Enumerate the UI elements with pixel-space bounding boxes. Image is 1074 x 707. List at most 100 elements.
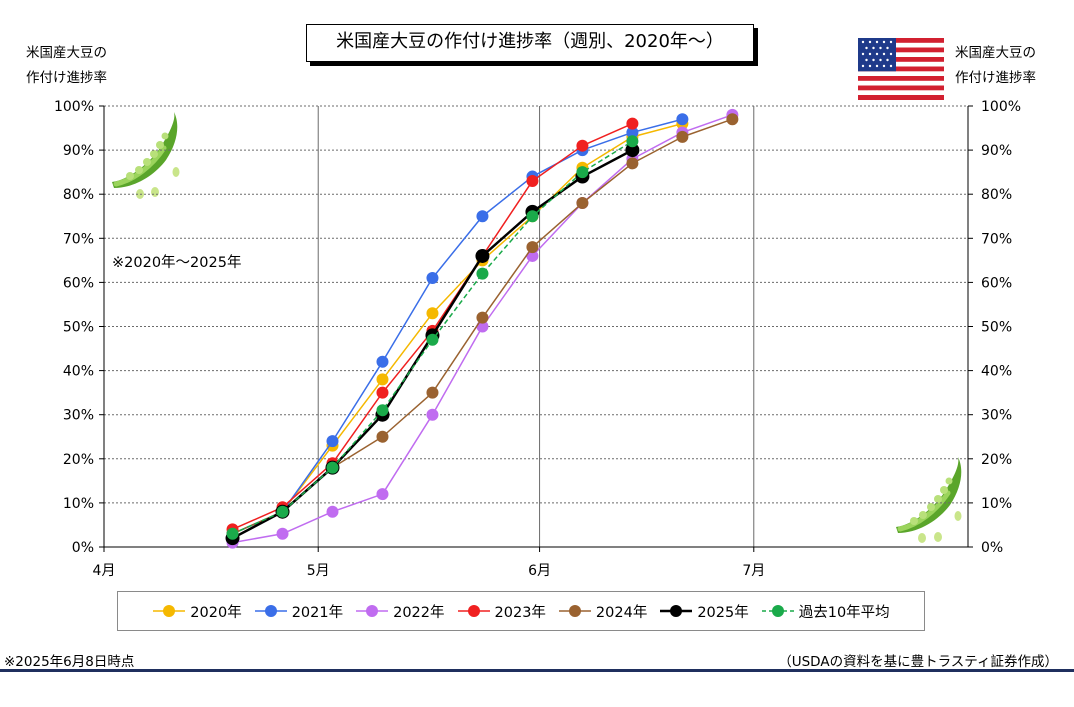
data-point	[376, 430, 389, 443]
y-tick-label-left: 100%	[54, 99, 94, 115]
y-tick-label-left: 20%	[63, 452, 94, 468]
series-line	[232, 122, 683, 535]
series-6	[226, 135, 639, 540]
y-tick-label-left: 10%	[63, 496, 94, 512]
y-tick-label-left: 30%	[63, 408, 94, 424]
legend-item: 2025年	[659, 601, 749, 622]
data-point	[426, 333, 439, 346]
data-point	[376, 373, 389, 386]
legend-label: 2024年	[595, 604, 648, 621]
data-point	[426, 386, 439, 399]
legend-label: 2020年	[190, 604, 242, 621]
data-point	[326, 505, 339, 518]
data-point	[376, 386, 389, 399]
legend-item: 2023年	[457, 601, 546, 622]
y-tick-label-left: 70%	[63, 231, 94, 247]
data-point	[576, 166, 589, 179]
legend-label: 2022年	[393, 604, 445, 621]
data-point	[576, 197, 589, 210]
x-tick-label: 6月	[528, 563, 551, 579]
chart-title: 米国産大豆の作付け進捗率（週別、2020年～）	[306, 24, 754, 62]
y-tick-label-right: 40%	[981, 364, 1012, 380]
legend-item: 2024年	[558, 601, 647, 622]
soybean-pod-icon	[112, 112, 180, 199]
legend-item: 過去10年平均	[761, 601, 890, 622]
y-tick-label-left: 80%	[63, 187, 94, 203]
y-tick-label-right: 100%	[981, 99, 1021, 115]
legend-swatch	[558, 605, 591, 617]
range-note: ※2020年～2025年	[112, 255, 242, 271]
data-point	[626, 117, 639, 130]
legend-swatch	[761, 605, 794, 617]
y-tick-label-right: 30%	[981, 408, 1012, 424]
data-point	[476, 210, 489, 223]
y-tick-label-right: 90%	[981, 143, 1012, 159]
y-axis-title-right: 米国産大豆の 作付け進捗率	[955, 41, 1036, 91]
legend-item: 2020年	[152, 601, 242, 622]
legend-label: 2025年	[697, 604, 749, 621]
y-axis-title-right-line2: 作付け進捗率	[955, 70, 1036, 86]
data-point	[276, 505, 289, 518]
data-point	[476, 267, 489, 280]
data-point	[326, 435, 339, 448]
y-axis-title-left: 米国産大豆の 作付け進捗率	[26, 41, 107, 91]
y-tick-label-left: 90%	[63, 143, 94, 159]
x-tick-label: 7月	[742, 563, 765, 579]
y-tick-label-right: 70%	[981, 231, 1012, 247]
source-note: （USDAの資料を基に豊トラスティ証券作成）	[778, 654, 1058, 670]
data-point	[376, 404, 389, 417]
y-tick-label-left: 50%	[63, 320, 94, 336]
soybean-pod-icon	[896, 457, 962, 543]
data-point	[626, 126, 639, 139]
data-point	[475, 248, 490, 263]
legend-label: 過去10年平均	[798, 604, 890, 621]
data-point	[526, 249, 539, 262]
data-point	[426, 408, 439, 421]
y-axis-title-left-line1: 米国産大豆の	[26, 45, 107, 61]
data-point	[626, 135, 639, 148]
y-tick-label-left: 0%	[72, 540, 94, 556]
data-point	[426, 307, 439, 320]
y-tick-label-right: 20%	[981, 452, 1012, 468]
data-point	[426, 271, 439, 284]
data-point	[576, 139, 589, 152]
x-tick-label: 4月	[93, 563, 116, 579]
data-point	[726, 113, 739, 126]
y-axis-title-left-line2: 作付け進捗率	[26, 70, 107, 86]
data-point	[526, 174, 539, 187]
legend-item: 2022年	[355, 601, 445, 622]
legend-label: 2023年	[494, 604, 546, 621]
y-tick-label-right: 0%	[981, 540, 1003, 556]
legend-swatch	[254, 605, 287, 617]
series-line	[232, 118, 683, 535]
data-point	[276, 527, 289, 540]
y-tick-label-right: 50%	[981, 320, 1012, 336]
y-tick-label-right: 60%	[981, 275, 1012, 291]
y-tick-label-right: 10%	[981, 496, 1012, 512]
legend-swatch	[356, 605, 389, 617]
legend-swatch	[153, 605, 186, 617]
data-point	[526, 241, 539, 254]
series-0	[226, 117, 689, 540]
chart-legend: 2020年 2021年 2022年 2023年 2024年 2025年 過去10年平均	[117, 591, 925, 631]
y-axis-title-right-line1: 米国産大豆の	[955, 45, 1036, 61]
data-point	[526, 210, 539, 223]
data-point	[376, 488, 389, 501]
x-tick-label: 5月	[307, 563, 330, 579]
y-tick-label-right: 80%	[981, 187, 1012, 203]
legend-label: 2021年	[291, 604, 344, 621]
data-point	[676, 113, 689, 126]
data-point	[625, 143, 640, 158]
legend-swatch	[660, 605, 693, 617]
data-point	[676, 130, 689, 143]
data-point	[226, 527, 239, 540]
data-point	[326, 461, 339, 474]
data-point	[376, 355, 389, 368]
legend-swatch	[457, 605, 490, 617]
data-point	[476, 311, 489, 324]
y-tick-label-left: 40%	[63, 364, 94, 380]
as-of-note: ※2025年6月8日時点	[4, 654, 135, 670]
data-point	[626, 157, 639, 170]
legend-item: 2021年	[254, 601, 343, 622]
footer-divider	[0, 669, 1074, 672]
